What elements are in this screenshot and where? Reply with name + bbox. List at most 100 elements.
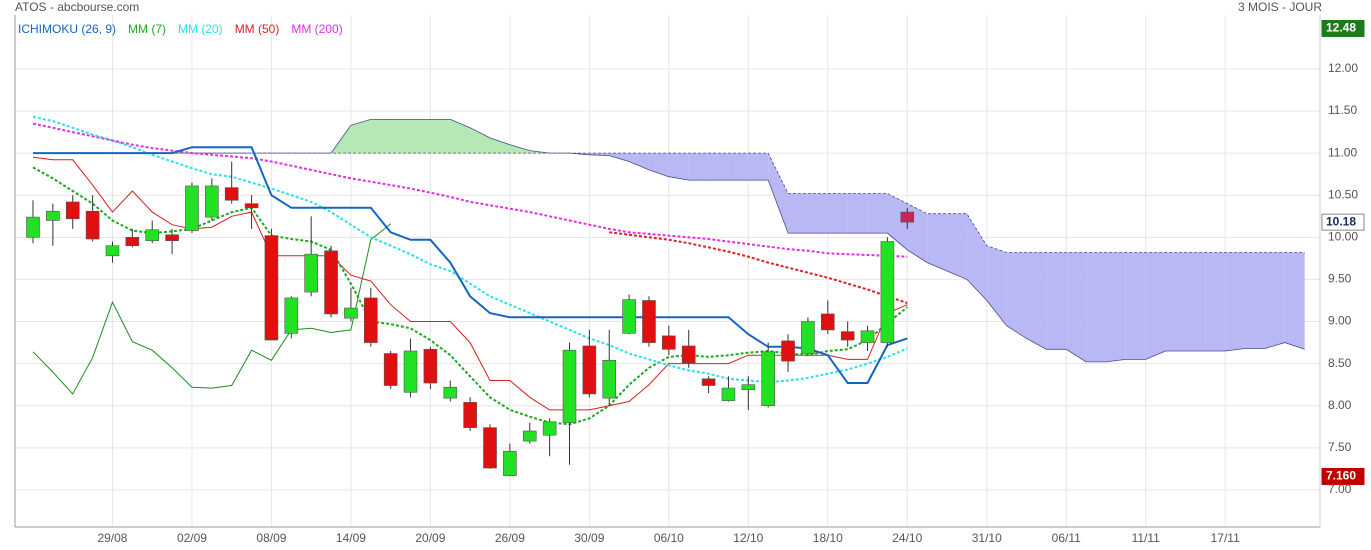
candle-body: [65, 201, 80, 220]
cloud-segment: [1205, 252, 1226, 351]
cloud-segment: [450, 119, 471, 154]
cloud-segment: [629, 153, 649, 170]
candle-body: [26, 216, 40, 238]
candle-body: [224, 187, 239, 201]
chikou-line: [32, 223, 392, 395]
cloud-segment: [1225, 252, 1246, 351]
cloud-segment: [847, 193, 868, 234]
cloud-segment: [1125, 252, 1146, 360]
candle-body: [46, 210, 60, 221]
candle-body: [860, 330, 875, 343]
x-tick-label: 26/09: [495, 531, 525, 545]
candle-body: [125, 237, 140, 247]
candle-body: [642, 300, 656, 343]
cloud-segment: [509, 144, 530, 154]
cloud-segment: [887, 193, 908, 250]
candle-body: [145, 229, 160, 241]
candle-body: [244, 203, 259, 209]
legend-entry: MM (200): [291, 22, 342, 36]
price-marker-label: 10.18: [1326, 214, 1356, 228]
cloud-segment: [410, 119, 431, 154]
legend-entry: MM (50): [235, 22, 280, 36]
kijun-line: [33, 146, 908, 384]
cloud-segment: [966, 213, 987, 301]
cloud-segment: [788, 193, 808, 234]
price-marker-box: [1321, 19, 1365, 37]
candle-body: [185, 185, 199, 231]
cloud-segment: [1046, 252, 1067, 350]
candle-body: [383, 353, 398, 386]
chart-title: ATOS - abcbourse.com: [15, 0, 139, 14]
candle-body: [662, 335, 676, 350]
candle-body: [820, 313, 835, 331]
cloud-segment: [867, 193, 888, 234]
y-tick-label: 10.50: [1328, 187, 1358, 201]
candle-body: [363, 297, 378, 343]
candle-body: [443, 386, 458, 399]
cloud-segment: [927, 213, 948, 271]
cloud-segment: [728, 153, 749, 181]
candle-body: [463, 402, 477, 428]
x-tick-label: 11/11: [1132, 531, 1161, 545]
candle-body: [701, 378, 716, 386]
y-tick-label: 8.00: [1328, 398, 1352, 412]
candle-body: [761, 351, 775, 407]
candle-body: [721, 387, 736, 401]
candle-body: [344, 307, 358, 319]
candle-body: [284, 297, 299, 334]
legend-entry: MM (20): [178, 22, 223, 36]
y-tick-label: 11.00: [1328, 145, 1357, 159]
x-tick-label: 06/10: [654, 531, 684, 545]
candle-body: [483, 427, 497, 469]
cloud-segment: [1165, 252, 1186, 351]
candle-body: [165, 234, 179, 241]
candle-body: [105, 245, 120, 257]
cloud-segment: [827, 193, 848, 234]
x-tick-label: 12/10: [733, 531, 763, 545]
cloud-segment: [1086, 252, 1106, 362]
x-tick-label: 06/11: [1052, 531, 1081, 545]
cloud-segment: [490, 137, 510, 154]
x-tick-label: 08/09: [256, 531, 286, 545]
cloud: [33, 119, 1305, 363]
candle-body: [801, 321, 815, 354]
x-tick-label: 18/10: [813, 531, 843, 545]
y-tick-label: 11.50: [1328, 103, 1357, 117]
span-b-line: [33, 152, 1305, 253]
candle-body: [562, 349, 577, 423]
y-tick-label: 9.00: [1328, 314, 1352, 328]
legend-entry: ICHIMOKU (26, 9): [18, 22, 116, 36]
cloud-segment: [1105, 252, 1126, 362]
y-tick-label: 10.00: [1328, 229, 1358, 243]
candle-body: [304, 253, 318, 293]
cloud-segment: [1145, 252, 1166, 360]
x-tick-label: 29/08: [97, 531, 127, 545]
candle-body: [741, 384, 756, 391]
cloud-segment: [768, 153, 789, 234]
cloud-segment: [708, 153, 729, 181]
cloud-segment: [807, 193, 828, 234]
cloud-segment: [1026, 252, 1047, 350]
price-marker-box: [1321, 467, 1365, 485]
candles: [26, 161, 915, 477]
candle-body: [900, 211, 915, 223]
candle-body: [781, 340, 795, 362]
legend: ICHIMOKU (26, 9) MM (7) MM (20) MM (50) MM (…: [18, 22, 343, 36]
y-tick-label: 7.50: [1328, 440, 1352, 454]
candle-body: [602, 359, 617, 399]
ma-line: [609, 231, 908, 304]
cloud-segment: [1284, 252, 1305, 350]
cloud-segment: [430, 119, 451, 154]
x-tick-label: 31/10: [972, 531, 1002, 545]
cloud-segment: [609, 153, 630, 162]
cloud-segment: [1185, 252, 1206, 351]
x-tick-label: 24/10: [892, 531, 922, 545]
cloud-segment: [668, 153, 689, 181]
price-marker-label: 7.160: [1326, 469, 1356, 483]
x-tick-label: 14/09: [336, 531, 366, 545]
cloud-segment: [748, 153, 769, 181]
candle-body: [840, 331, 855, 341]
candle-body: [423, 349, 438, 384]
candle-body: [880, 241, 895, 343]
cloud-segment: [390, 119, 411, 154]
